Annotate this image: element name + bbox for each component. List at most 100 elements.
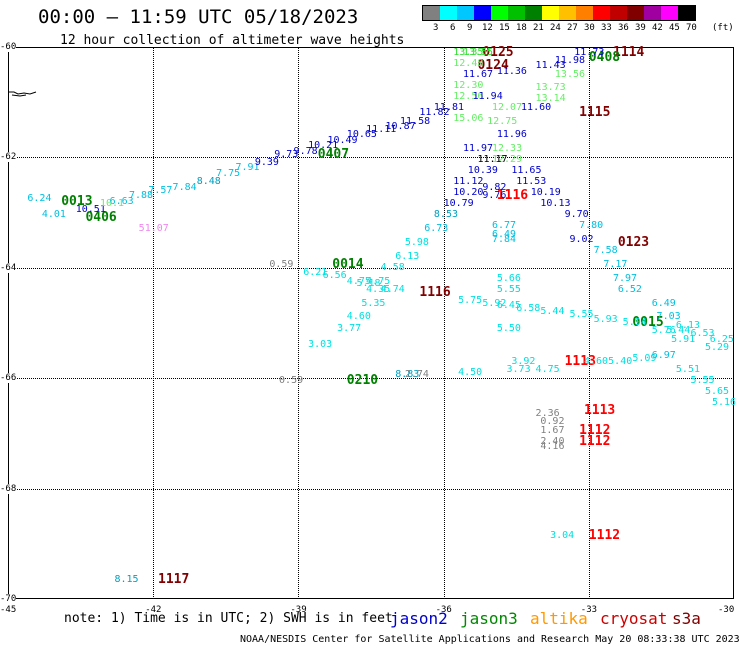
colorbar-swatch xyxy=(423,6,440,20)
wave-height-point: 6.53 xyxy=(690,328,715,340)
wave-height-point: 5.98 xyxy=(404,236,429,248)
wave-height-point: 6.56 xyxy=(322,270,347,282)
wave-height-point: 5.93 xyxy=(593,314,618,326)
colorbar-swatch xyxy=(491,6,508,20)
wave-height-point: 12.30 xyxy=(453,79,484,91)
wave-height-point: 12.75 xyxy=(487,115,518,127)
wave-height-point: 4.16 xyxy=(540,441,565,453)
wave-height-point: 0.59 xyxy=(269,259,294,271)
wave-height-point: 5.65 xyxy=(704,386,730,397)
colorbar-swatch xyxy=(457,6,474,20)
satellite-legend-item: cryosat xyxy=(600,609,668,628)
pass-time-label: 0013 xyxy=(61,193,93,209)
wave-height-point: 11.94 xyxy=(472,90,503,102)
lon-gridline xyxy=(443,47,445,599)
wave-height-point: 13.35 xyxy=(453,46,484,58)
lat-gridline xyxy=(8,488,734,490)
wave-height-point: 5.55 xyxy=(690,374,715,386)
wave-height-point: 5.55 xyxy=(569,308,594,320)
wave-height-point: 7.58 xyxy=(593,245,618,257)
wave-height-point: 9.02 xyxy=(569,234,594,246)
pass-time-label: 1112 xyxy=(579,433,611,449)
colorbar-label: 33 xyxy=(601,23,612,33)
wave-height-point: 9.78 xyxy=(293,145,318,157)
wave-height-point: 5.35 xyxy=(361,297,386,309)
wave-height-point: 8.15 xyxy=(114,573,139,585)
lat-tick-label: -70 xyxy=(0,594,17,604)
wave-height-point: 11.36 xyxy=(496,65,527,77)
lat-gridline xyxy=(8,157,734,159)
pass-time-label: 1112 xyxy=(579,422,611,438)
wave-height-point: 2.40 xyxy=(540,435,565,447)
wave-height-point: 5.92 xyxy=(482,297,507,309)
colorbar-swatch xyxy=(576,6,593,20)
wave-height-point: 11.73 xyxy=(574,46,605,58)
colorbar-label: 45 xyxy=(669,23,680,33)
wave-height-point: 7.88 xyxy=(129,190,154,202)
wave-height-point: 51.07 xyxy=(138,223,169,235)
wave-height-point: 6.13 xyxy=(395,250,420,262)
wave-height-point: 8.83 xyxy=(395,369,420,381)
colorbar-swatch xyxy=(542,6,559,20)
colorbar-label: 3 xyxy=(433,23,439,33)
pass-time-label: 0408 xyxy=(588,50,621,66)
wave-height-point: 9.76 xyxy=(482,190,507,202)
colorbar-label: 30 xyxy=(584,23,595,33)
wave-height-point: 7.80 xyxy=(579,220,604,232)
wave-height-point: 5.44 xyxy=(540,305,565,317)
wave-height-point: 6.49 xyxy=(651,297,676,309)
wave-height-point: 5.55 xyxy=(496,283,521,295)
wave-height-point: 5.51 xyxy=(675,363,700,375)
colorbar-label: 6 xyxy=(450,23,456,33)
lon-tick-label: -33 xyxy=(580,605,598,615)
wave-height-point: 11.97 xyxy=(462,143,494,155)
pass-time-label: 1112 xyxy=(588,527,621,543)
pass-time-label: 0014 xyxy=(332,257,364,273)
colorbar-label: 70 xyxy=(686,23,697,33)
colorbar-swatch xyxy=(508,6,525,20)
wave-height-point: 7.75 xyxy=(216,167,241,179)
wave-height-point: 11.82 xyxy=(419,107,450,119)
wave-height-point: 9.82 xyxy=(482,181,507,193)
lat-tick-label: -62 xyxy=(0,152,17,163)
colorbar-swatch xyxy=(474,6,491,20)
wave-height-point: 3.92 xyxy=(511,355,536,367)
wave-height-point: 5.16 xyxy=(712,397,737,409)
colorbar-swatch xyxy=(610,6,627,20)
pass-time-label: 0210 xyxy=(346,372,379,388)
wave-height-point: 4.75 xyxy=(366,275,391,287)
wave-height-point: 5.66 xyxy=(496,272,521,284)
colorbar-label: 42 xyxy=(652,23,663,33)
wave-height-point: 10.19 xyxy=(530,187,561,199)
wave-height-point: 12.33 xyxy=(492,143,523,155)
wave-height-point: 12.07 xyxy=(492,101,523,113)
wave-height-point: 5.29 xyxy=(704,341,730,353)
wave-height-point: 3.73 xyxy=(506,363,531,375)
wave-height-point: 4.60 xyxy=(346,311,371,323)
wave-height-point: 11.43 xyxy=(535,60,566,72)
pass-time-label: 0123 xyxy=(617,234,650,250)
pass-time-label: 1116 xyxy=(419,284,451,300)
lat-tick-label: -66 xyxy=(0,373,17,384)
wave-height-point: 0.59 xyxy=(279,374,304,386)
colorbar-swatch xyxy=(525,6,542,20)
wave-height-point: 5.40 xyxy=(608,355,633,367)
wave-height-point: 6.24 xyxy=(27,192,52,204)
wave-height-point: 0.92 xyxy=(540,416,565,428)
wave-height-point: 9.70 xyxy=(564,209,589,221)
wave-height-point: 11.81 xyxy=(433,101,465,113)
colorbar-label: 21 xyxy=(533,23,544,33)
lon-tick-label: -39 xyxy=(290,605,307,615)
pass-time-label: 1115 xyxy=(579,105,611,121)
colorbar-swatch xyxy=(678,6,695,20)
colorbar-label: 39 xyxy=(635,23,646,33)
wave-height-point: 3.77 xyxy=(337,322,362,334)
wave-height-point: 10.39 xyxy=(467,165,498,177)
colorbar-label: 12 xyxy=(482,23,493,33)
footer-credit: NOAA/NESDIS Center for Satellite Applica… xyxy=(240,634,740,645)
lon-gridline xyxy=(588,47,590,599)
footer-note: note: 1) Time is in UTC; 2) SWH is in fe… xyxy=(64,611,393,626)
wave-height-point: 12.48 xyxy=(453,57,484,69)
wave-height-point: 7.84 xyxy=(492,234,517,246)
colorbar-swatch xyxy=(661,6,678,20)
